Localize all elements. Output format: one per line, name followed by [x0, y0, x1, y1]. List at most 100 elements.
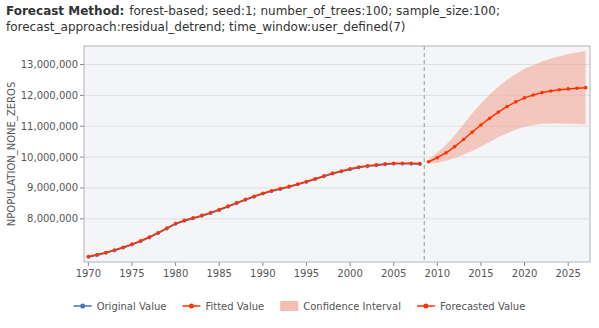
tick	[80, 187, 84, 188]
point	[505, 105, 509, 109]
point	[374, 164, 378, 168]
point	[392, 162, 396, 166]
plot-marks	[87, 46, 588, 262]
point	[235, 201, 239, 205]
point	[409, 162, 413, 166]
point	[549, 89, 553, 93]
tick-label: 10,000,000	[21, 152, 78, 163]
point	[191, 217, 195, 221]
legend-swatch	[423, 304, 428, 309]
point	[322, 175, 326, 179]
tick	[306, 262, 307, 266]
point	[366, 164, 370, 168]
point	[488, 116, 492, 120]
subtitle: forecast_approach:residual_detrend; time…	[6, 20, 405, 34]
point	[287, 185, 291, 189]
point	[462, 138, 466, 142]
point	[139, 239, 143, 243]
point	[113, 249, 117, 253]
legend-swatch	[80, 304, 85, 309]
point	[87, 255, 91, 259]
point	[95, 253, 99, 257]
grid-line	[84, 64, 590, 65]
point	[340, 170, 344, 174]
point	[252, 195, 256, 199]
point	[217, 208, 221, 212]
point	[348, 168, 352, 172]
tick-label: 9,000,000	[27, 182, 78, 193]
tick	[262, 262, 263, 266]
point	[156, 232, 160, 236]
point	[296, 182, 300, 186]
tick	[393, 262, 394, 266]
tick-label: 2015	[468, 268, 493, 279]
point	[121, 245, 125, 249]
point	[183, 219, 187, 223]
point	[156, 231, 160, 235]
point	[479, 123, 483, 127]
point	[331, 171, 335, 175]
subtitle: forest-based; seed:1; number_of_trees:10…	[129, 4, 500, 18]
point	[226, 204, 230, 208]
tick-label: 13,000,000	[21, 59, 78, 70]
point	[200, 214, 204, 218]
divider-line	[424, 46, 425, 262]
legend-label: Fitted Value	[205, 301, 264, 312]
axis-label: NPOPULATION_NONE_ZEROS	[6, 82, 18, 227]
tick-label: 11,000,000	[21, 121, 78, 132]
point	[575, 86, 579, 90]
point	[392, 161, 396, 165]
tick	[524, 262, 525, 266]
tick	[88, 262, 89, 266]
point	[322, 174, 326, 178]
tick	[437, 262, 438, 266]
point	[436, 156, 440, 160]
point	[418, 162, 422, 166]
legend-label: Original Value	[97, 301, 167, 312]
tick-label: 1990	[250, 268, 275, 279]
point	[235, 202, 239, 206]
point	[148, 235, 152, 239]
point	[305, 180, 309, 184]
legend-label: Forecasted Value	[440, 301, 525, 312]
legend-item: Fitted Value	[182, 301, 264, 312]
point	[244, 198, 248, 202]
plot-frame	[84, 46, 590, 262]
point	[540, 91, 544, 95]
point	[366, 165, 370, 169]
tick-label: 1975	[119, 268, 144, 279]
point	[104, 251, 108, 255]
point	[139, 240, 143, 244]
point	[165, 226, 169, 230]
point	[252, 194, 256, 198]
tick	[131, 262, 132, 266]
point	[261, 191, 265, 195]
point	[296, 183, 300, 187]
point	[584, 86, 588, 90]
legend-item: Confidence Interval	[280, 301, 401, 312]
title: Forecast Method:	[6, 4, 124, 18]
line	[429, 88, 586, 162]
legend-item: Forecasted Value	[417, 301, 525, 312]
tick-label: 2020	[512, 268, 537, 279]
tick-label: 1985	[206, 268, 231, 279]
line	[88, 164, 420, 257]
point	[418, 162, 422, 166]
point	[244, 198, 248, 202]
point	[113, 248, 117, 252]
point	[200, 214, 204, 218]
point	[278, 187, 282, 191]
point	[340, 169, 344, 173]
grid-line	[84, 157, 590, 158]
point	[87, 255, 91, 259]
point	[270, 190, 274, 194]
legend-item: Original Value	[74, 301, 167, 312]
legend-swatch	[280, 301, 298, 311]
point	[558, 88, 562, 92]
legend-swatch	[189, 304, 194, 309]
point	[121, 246, 125, 250]
legend: Original Value Fitted Value Confidence Int…	[74, 301, 526, 312]
point	[305, 180, 309, 184]
point	[409, 161, 413, 165]
point	[531, 93, 535, 97]
